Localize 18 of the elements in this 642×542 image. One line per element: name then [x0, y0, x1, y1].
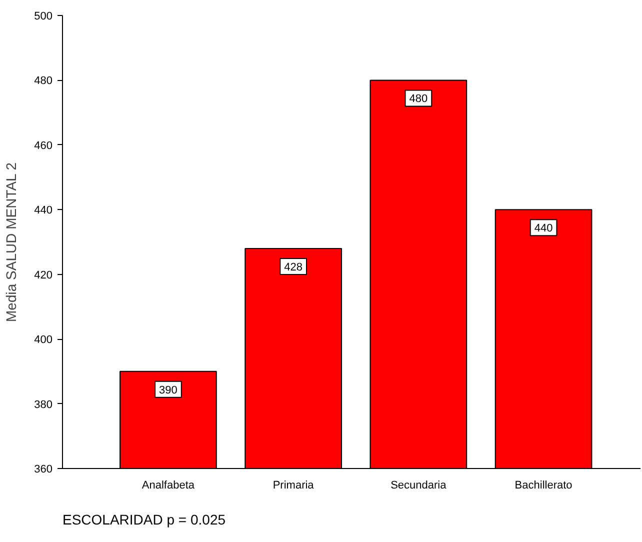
y-tick-label: 480: [34, 75, 53, 88]
x-tick-label: Analfabeta: [142, 480, 196, 492]
x-tick-label: Secundaria: [390, 480, 448, 492]
y-tick-label: 460: [34, 140, 53, 152]
data-label: 390: [159, 384, 178, 396]
y-tick-label: 380: [34, 398, 53, 411]
data-label: 480: [409, 93, 428, 106]
x-tick-label: Primaria: [272, 480, 315, 492]
data-label: 428: [284, 261, 303, 274]
data-label: 440: [534, 222, 553, 235]
y-tick-label: 360: [34, 464, 53, 476]
y-axis-title: Media SALUD MENTAL 2: [3, 162, 20, 322]
y-tick-label: 440: [34, 204, 53, 217]
y-tick-label: 420: [34, 269, 53, 282]
y-tick-label: 500: [34, 10, 53, 22]
x-axis-title: ESCOLARIDAD p = 0.025: [62, 512, 226, 528]
y-tick-label: 400: [34, 334, 53, 346]
x-tick-label: Bachillerato: [514, 480, 572, 492]
